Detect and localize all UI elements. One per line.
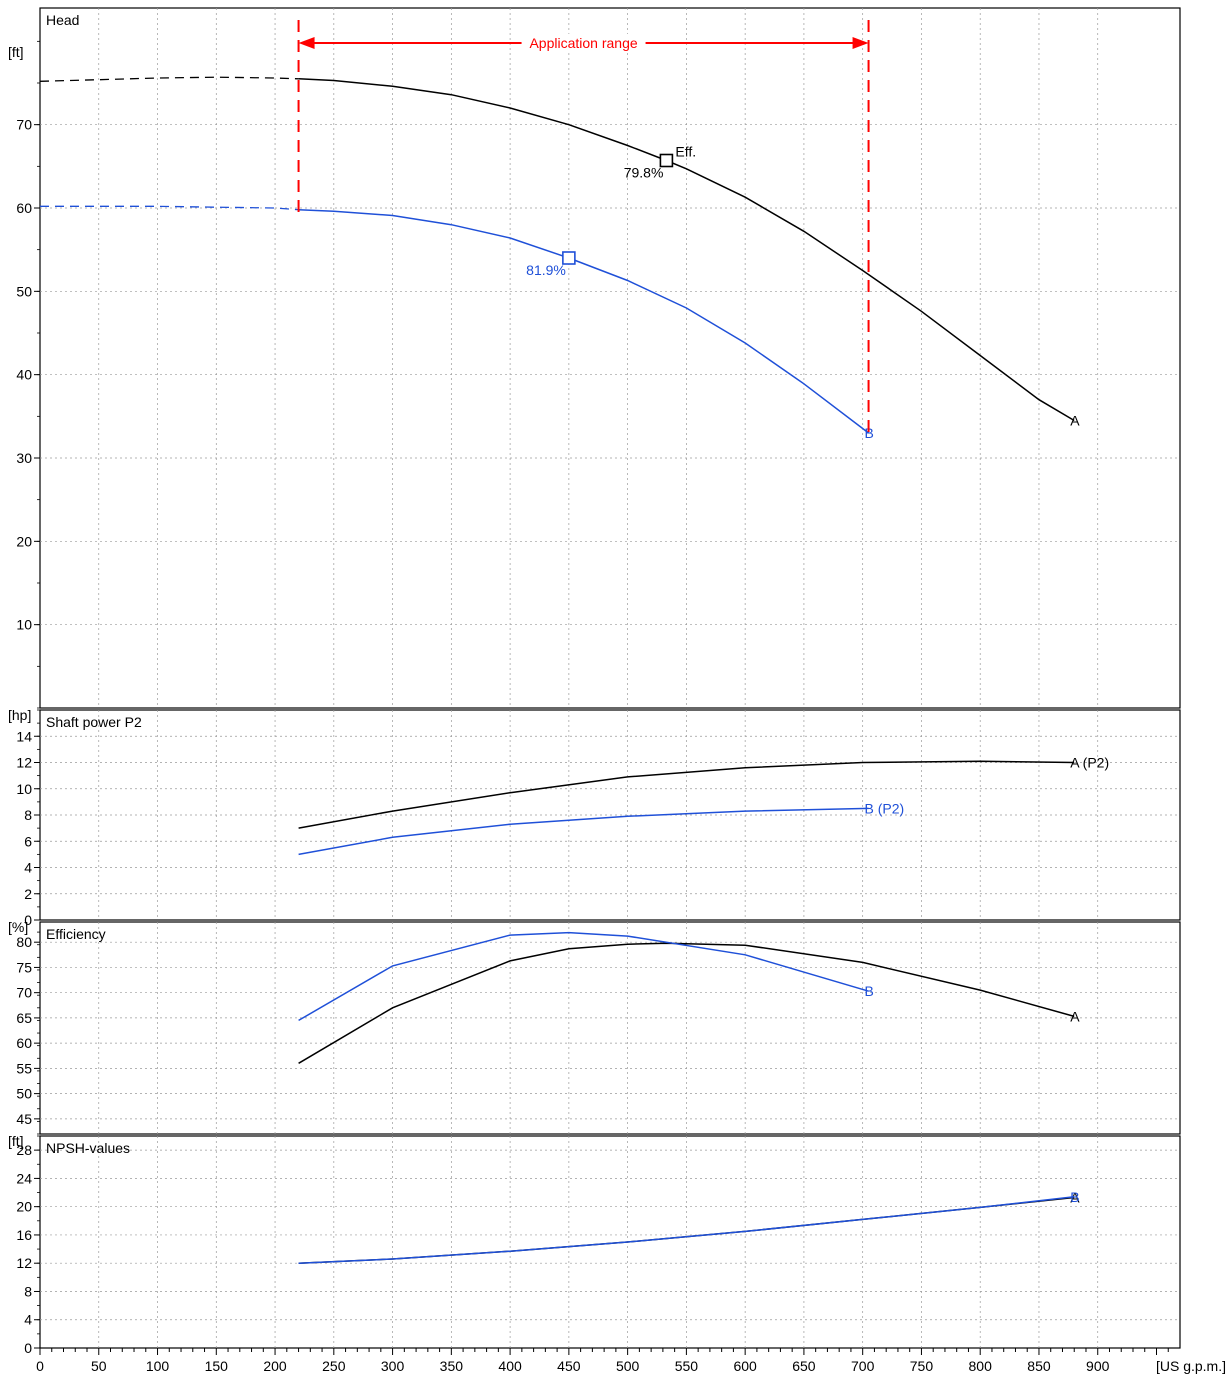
series-end-label: A (1070, 1189, 1080, 1205)
series-end-label: B (865, 983, 874, 999)
y-tick-label: 65 (16, 1010, 32, 1026)
x-tick-label: 250 (322, 1358, 346, 1374)
x-tick-label: 600 (733, 1358, 757, 1374)
application-range-label: Application range (529, 35, 637, 51)
y-tick-label: 28 (16, 1142, 32, 1158)
panel-title: Shaft power P2 (46, 714, 142, 730)
y-tick-label: 4 (24, 1312, 32, 1328)
y-tick-label: 60 (16, 200, 32, 216)
y-axis-unit: [%] (8, 919, 28, 935)
y-tick-label: 50 (16, 1086, 32, 1102)
series-curve (298, 807, 869, 856)
x-axis: 0 50 100 150 200 250 300 350 400 450 500 550 600 650 7… (36, 1348, 1226, 1374)
x-tick-label: 50 (91, 1358, 107, 1374)
panel-frame (39, 1135, 1181, 1349)
panel-npsh-values: 0 4 8 12 16 20 24 28 NPSH-values [ft] AB (8, 1133, 1181, 1356)
x-axis-unit: [US g.p.m.] (1156, 1358, 1226, 1374)
panel-title: Efficiency (46, 926, 106, 942)
best-efficiency-marker (659, 153, 674, 168)
panel-head: 10 20 30 40 50 60 70 Head [ft] A B 79.8% Eff. 81.9% (8, 7, 1181, 709)
x-tick-label: 800 (969, 1358, 993, 1374)
y-tick-label: 12 (16, 755, 32, 771)
y-tick-label: 14 (16, 728, 32, 744)
y-tick-label: 20 (16, 533, 32, 549)
y-tick-label: 80 (16, 934, 32, 950)
series-end-label: B (1070, 1189, 1079, 1205)
y-tick-label: 45 (16, 1111, 32, 1127)
x-tick-label: 750 (910, 1358, 934, 1374)
efficiency-label: 81.9% (526, 262, 566, 278)
series-curve (298, 931, 869, 1022)
series-end-label: B (865, 425, 874, 441)
panel-efficiency: 45 50 55 60 65 70 75 80 Efficiency [%] A B (8, 919, 1181, 1135)
series-end-label: A (1070, 1008, 1080, 1024)
x-tick-label: 550 (675, 1358, 699, 1374)
x-tick-label: 300 (381, 1358, 405, 1374)
series-curve (298, 760, 1075, 829)
series-curve-extrapolated (39, 76, 299, 82)
y-tick-label: 4 (24, 860, 32, 876)
panel-frame (39, 921, 1181, 1135)
y-tick-label: 75 (16, 959, 32, 975)
series-end-label: A (1070, 413, 1080, 429)
y-tick-label: 70 (16, 117, 32, 133)
y-axis-unit: [ft] (8, 1133, 24, 1149)
x-tick-label: 100 (146, 1358, 170, 1374)
panel-frame (39, 7, 1181, 709)
y-tick-label: 24 (16, 1170, 32, 1186)
x-tick-label: 200 (263, 1358, 287, 1374)
panel-shaft-power-p2: 0 2 4 6 8 10 12 14 Shaft power P2 [hp] A (P2) B (P2… (8, 707, 1181, 928)
y-tick-label: 70 (16, 985, 32, 1001)
y-tick-label: 10 (16, 781, 32, 797)
y-tick-label: 0 (24, 1340, 32, 1356)
y-tick-label: 12 (16, 1255, 32, 1271)
panel-title: Head (46, 12, 79, 28)
y-tick-label: 6 (24, 833, 32, 849)
y-tick-label: 50 (16, 283, 32, 299)
application-range: Application range (297, 20, 870, 438)
series-curve (298, 1196, 1075, 1264)
y-axis-unit: [ft] (8, 44, 24, 60)
y-tick-label: 8 (24, 1283, 32, 1299)
x-tick-label: 400 (498, 1358, 522, 1374)
x-tick-label: 700 (851, 1358, 875, 1374)
y-tick-label: 20 (16, 1199, 32, 1215)
series-end-label: B (P2) (865, 800, 905, 816)
y-tick-label: 55 (16, 1060, 32, 1076)
efficiency-marker-label: Eff. (675, 144, 696, 160)
y-axis-unit: [hp] (8, 707, 31, 723)
series-end-label: A (P2) (1070, 755, 1109, 771)
application-range-label-bg (521, 34, 646, 52)
x-tick-label: 500 (616, 1358, 640, 1374)
x-tick-label: 900 (1086, 1358, 1110, 1374)
x-tick-label: 150 (205, 1358, 229, 1374)
y-tick-label: 8 (24, 807, 32, 823)
y-tick-label: 40 (16, 367, 32, 383)
best-efficiency-marker (562, 251, 576, 265)
series-curve-extrapolated (40, 205, 299, 211)
x-tick-label: 850 (1027, 1358, 1051, 1374)
panel-title: NPSH-values (46, 1140, 130, 1156)
series-curve-a (298, 78, 1075, 422)
y-tick-label: 2 (24, 886, 32, 902)
y-tick-label: 30 (16, 450, 32, 466)
x-tick-label: 0 (36, 1358, 44, 1374)
x-tick-label: 450 (557, 1358, 581, 1374)
x-tick-label: 650 (792, 1358, 816, 1374)
x-tick-label: 350 (440, 1358, 464, 1374)
efficiency-label: 79.8% (624, 165, 664, 181)
application-range-arrowhead-right (852, 37, 869, 49)
y-tick-label: 10 (16, 617, 32, 633)
series-curve (298, 942, 1075, 1064)
application-range-arrowhead-left (298, 37, 315, 49)
y-tick-label: 0 (24, 912, 32, 928)
y-tick-label: 16 (16, 1227, 32, 1243)
y-tick-label: 60 (16, 1035, 32, 1051)
